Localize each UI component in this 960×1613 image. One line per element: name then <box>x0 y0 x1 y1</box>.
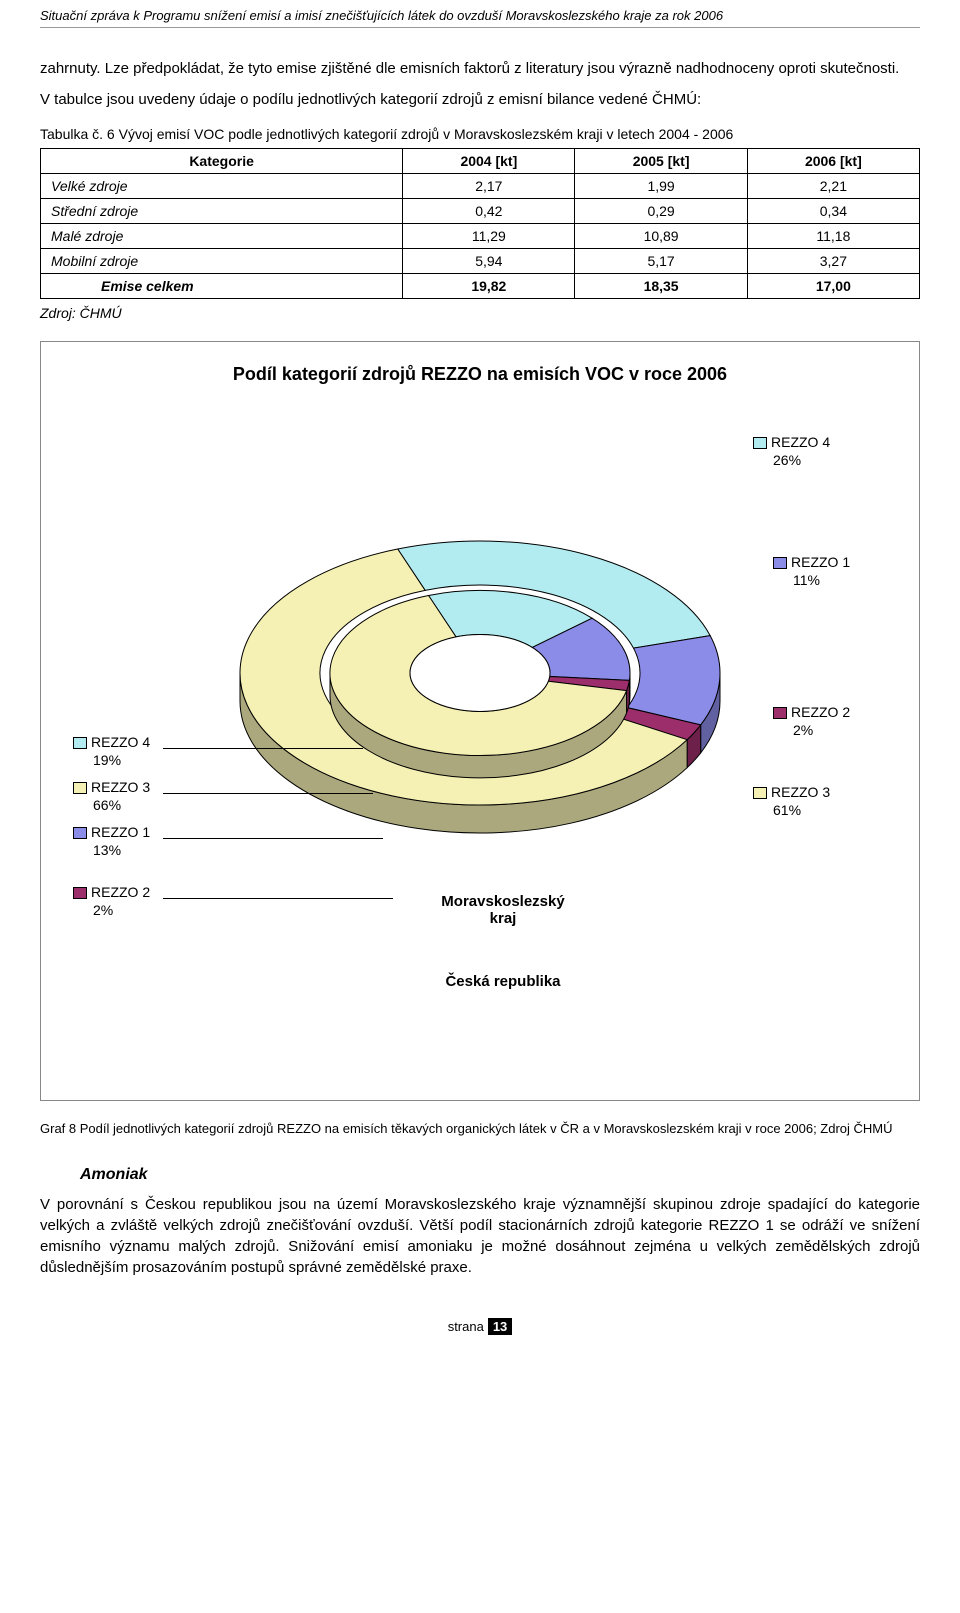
table-row: Střední zdroje0,420,290,34 <box>41 199 920 224</box>
row-val: 11,29 <box>403 224 575 249</box>
legend-pct: 2% <box>93 902 113 918</box>
paragraph-2: V tabulce jsou uvedeny údaje o podílu je… <box>40 89 920 110</box>
legend-swatch <box>753 787 767 799</box>
voc-pie-chart: Podíl kategorií zdrojů REZZO na emisích … <box>40 341 920 1101</box>
chart-title: Podíl kategorií zdrojů REZZO na emisích … <box>53 364 907 385</box>
page-header: Situační zpráva k Programu snížení emisí… <box>40 0 920 28</box>
legend-label: REZZO 3 <box>91 779 150 795</box>
legend-swatch <box>73 737 87 749</box>
row-label: Malé zdroje <box>41 224 403 249</box>
legend-swatch <box>73 887 87 899</box>
row-val: 0,34 <box>747 199 919 224</box>
col-2005: 2005 [kt] <box>575 149 747 174</box>
inner-ring-label: Moravskoslezskýkraj <box>403 893 603 927</box>
row-label: Mobilní zdroje <box>41 249 403 274</box>
legend-item: REZZO 4 26% <box>753 433 830 469</box>
legend-label: REZZO 3 <box>771 784 830 800</box>
legend-item: REZZO 1 13% <box>73 823 150 859</box>
legend-label: REZZO 4 <box>771 434 830 450</box>
table-total-row: Emise celkem19,8218,3517,00 <box>41 274 920 299</box>
legend-pct: 26% <box>773 452 801 468</box>
col-kategorie: Kategorie <box>41 149 403 174</box>
paragraph-3: V porovnání s Českou republikou jsou na … <box>40 1194 920 1278</box>
col-2006: 2006 [kt] <box>747 149 919 174</box>
legend-item: REZZO 2 2% <box>773 703 850 739</box>
footer-word: strana <box>448 1319 484 1334</box>
row-label: Střední zdroje <box>41 199 403 224</box>
legend-pct: 11% <box>793 572 820 588</box>
row-val: 10,89 <box>575 224 747 249</box>
table-header-row: Kategorie 2004 [kt] 2005 [kt] 2006 [kt] <box>41 149 920 174</box>
legend-label: REZZO 4 <box>91 734 150 750</box>
row-val: 3,27 <box>747 249 919 274</box>
legend-pct: 66% <box>93 797 121 813</box>
legend-pct: 61% <box>773 802 801 818</box>
legend-swatch <box>773 557 787 569</box>
legend-swatch <box>773 707 787 719</box>
legend-swatch <box>753 437 767 449</box>
table-source: Zdroj: ČHMÚ <box>40 305 920 321</box>
leader-line <box>163 748 363 749</box>
voc-table: Kategorie 2004 [kt] 2005 [kt] 2006 [kt] … <box>40 148 920 299</box>
table-row: Mobilní zdroje5,945,173,27 <box>41 249 920 274</box>
section-subhead-amoniak: Amoniak <box>80 1166 920 1184</box>
col-2004: 2004 [kt] <box>403 149 575 174</box>
legend-label: REZZO 2 <box>791 704 850 720</box>
leader-line <box>163 793 373 794</box>
legend-label: REZZO 1 <box>91 824 150 840</box>
row-val: 11,18 <box>747 224 919 249</box>
legend-pct: 13% <box>93 842 121 858</box>
legend-pct: 2% <box>793 722 813 738</box>
total-val: 18,35 <box>575 274 747 299</box>
legend-swatch <box>73 782 87 794</box>
table-row: Velké zdroje2,171,992,21 <box>41 174 920 199</box>
graf-caption: Graf 8 Podíl jednotlivých kategorií zdro… <box>40 1121 920 1136</box>
page-footer: strana 13 <box>40 1318 920 1335</box>
row-val: 1,99 <box>575 174 747 199</box>
legend-item: REZZO 4 19% <box>73 733 150 769</box>
row-val: 0,29 <box>575 199 747 224</box>
total-val: 17,00 <box>747 274 919 299</box>
row-val: 2,21 <box>747 174 919 199</box>
row-val: 2,17 <box>403 174 575 199</box>
table-caption: Tabulka č. 6 Vývoj emisí VOC podle jedno… <box>40 126 920 142</box>
page-number: 13 <box>488 1318 512 1335</box>
legend-label: REZZO 1 <box>791 554 850 570</box>
total-val: 19,82 <box>403 274 575 299</box>
total-label: Emise celkem <box>41 274 403 299</box>
legend-swatch <box>73 827 87 839</box>
row-label: Velké zdroje <box>41 174 403 199</box>
row-val: 0,42 <box>403 199 575 224</box>
legend-pct: 19% <box>93 752 121 768</box>
paragraph-1: zahrnuty. Lze předpokládat, že tyto emis… <box>40 58 920 79</box>
legend-label: REZZO 2 <box>91 884 150 900</box>
table-row: Malé zdroje11,2910,8911,18 <box>41 224 920 249</box>
outer-ring-label: Česká republika <box>423 973 583 990</box>
row-val: 5,94 <box>403 249 575 274</box>
row-val: 5,17 <box>575 249 747 274</box>
leader-line <box>163 838 383 839</box>
legend-item: REZZO 3 61% <box>753 783 830 819</box>
legend-item: REZZO 1 11% <box>773 553 850 589</box>
leader-line <box>163 898 393 899</box>
legend-item: REZZO 3 66% <box>73 778 150 814</box>
legend-item: REZZO 2 2% <box>73 883 150 919</box>
